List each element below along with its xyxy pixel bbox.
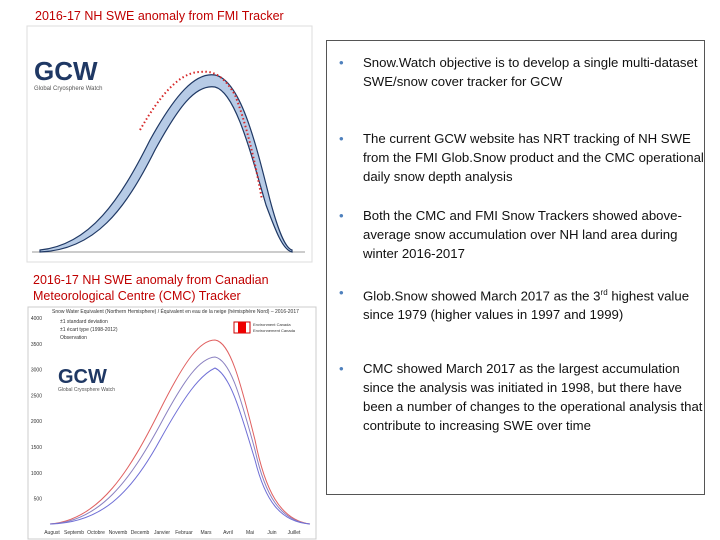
bullet: Snow.Watch objective is to develop a sin… bbox=[339, 53, 713, 91]
agency: Environment Canada bbox=[253, 322, 291, 327]
y-tick-label: 2000 bbox=[31, 419, 42, 425]
agency: Environnement Canada bbox=[253, 328, 296, 333]
bullet: CMC showed March 2017 as the largest acc… bbox=[339, 359, 713, 435]
y-tick-label: 1500 bbox=[31, 445, 42, 451]
legend-entry: ±1 standard deviation bbox=[60, 319, 108, 325]
x-tick-label: Juin bbox=[267, 530, 276, 536]
fmi-logo: GCW bbox=[34, 56, 98, 86]
flag-leaf bbox=[238, 322, 246, 333]
y-tick-label: 3500 bbox=[31, 342, 42, 348]
bullet: Glob.Snow showed March 2017 as the 3rd h… bbox=[339, 283, 713, 324]
legend-entry: Observation bbox=[60, 335, 87, 341]
fmi-logo-sub: Global Cryosphere Watch bbox=[34, 86, 102, 92]
x-tick-label: Janvier bbox=[154, 530, 170, 536]
x-tick-label: Novemb bbox=[109, 530, 128, 536]
cmc-obs bbox=[49, 356, 311, 525]
x-tick-label: Septemb bbox=[64, 530, 84, 536]
legend-entry: ±1 écart type (1998-2012) bbox=[60, 327, 118, 333]
cmc-logo: GCW bbox=[58, 366, 107, 388]
cmc-upper bbox=[49, 339, 311, 525]
superscript: rd bbox=[600, 288, 608, 297]
x-tick-label: Mai bbox=[246, 530, 254, 536]
bullet-box: Snow.Watch objective is to develop a sin… bbox=[326, 40, 705, 495]
x-tick-label: Decemb bbox=[131, 530, 150, 536]
x-tick-label: Octobre bbox=[87, 530, 105, 536]
x-tick-label: Februar bbox=[175, 530, 193, 536]
x-tick-label: Avril bbox=[223, 530, 233, 536]
x-tick-label: August bbox=[44, 530, 60, 536]
bullet-text: highest value since 1979 (higher values … bbox=[363, 288, 690, 323]
x-tick-label: Mars bbox=[200, 530, 212, 536]
y-tick-label: 1000 bbox=[31, 471, 42, 477]
cmc-caption: 2016-17 NH SWE anomaly from Canadian Met… bbox=[33, 273, 269, 303]
y-tick-label: 4000 bbox=[31, 316, 42, 322]
cmc-frame bbox=[27, 306, 317, 540]
x-tick-label: Juillet bbox=[288, 530, 301, 536]
fmi-band bbox=[39, 74, 293, 253]
y-tick-label: 500 bbox=[34, 497, 43, 503]
y-tick-label: 2500 bbox=[31, 393, 42, 399]
fmi-frame bbox=[26, 25, 313, 263]
fmi-caption: 2016-17 NH SWE anomaly from FMI Tracker bbox=[35, 9, 284, 23]
bullet: Both the CMC and FMI Snow Trackers showe… bbox=[339, 206, 713, 263]
cmc-lower bbox=[49, 367, 311, 525]
y-tick-label: 3000 bbox=[31, 368, 42, 374]
bullet: The current GCW website has NRT tracking… bbox=[339, 129, 713, 186]
cmc-chart-title: Snow Water Equivalent (Northern Hemisphe… bbox=[52, 308, 299, 315]
bullet-text: Glob.Snow showed March 2017 as the 3 bbox=[363, 288, 601, 304]
cmc-logo-sub: Global Cryosphere Watch bbox=[58, 387, 115, 393]
